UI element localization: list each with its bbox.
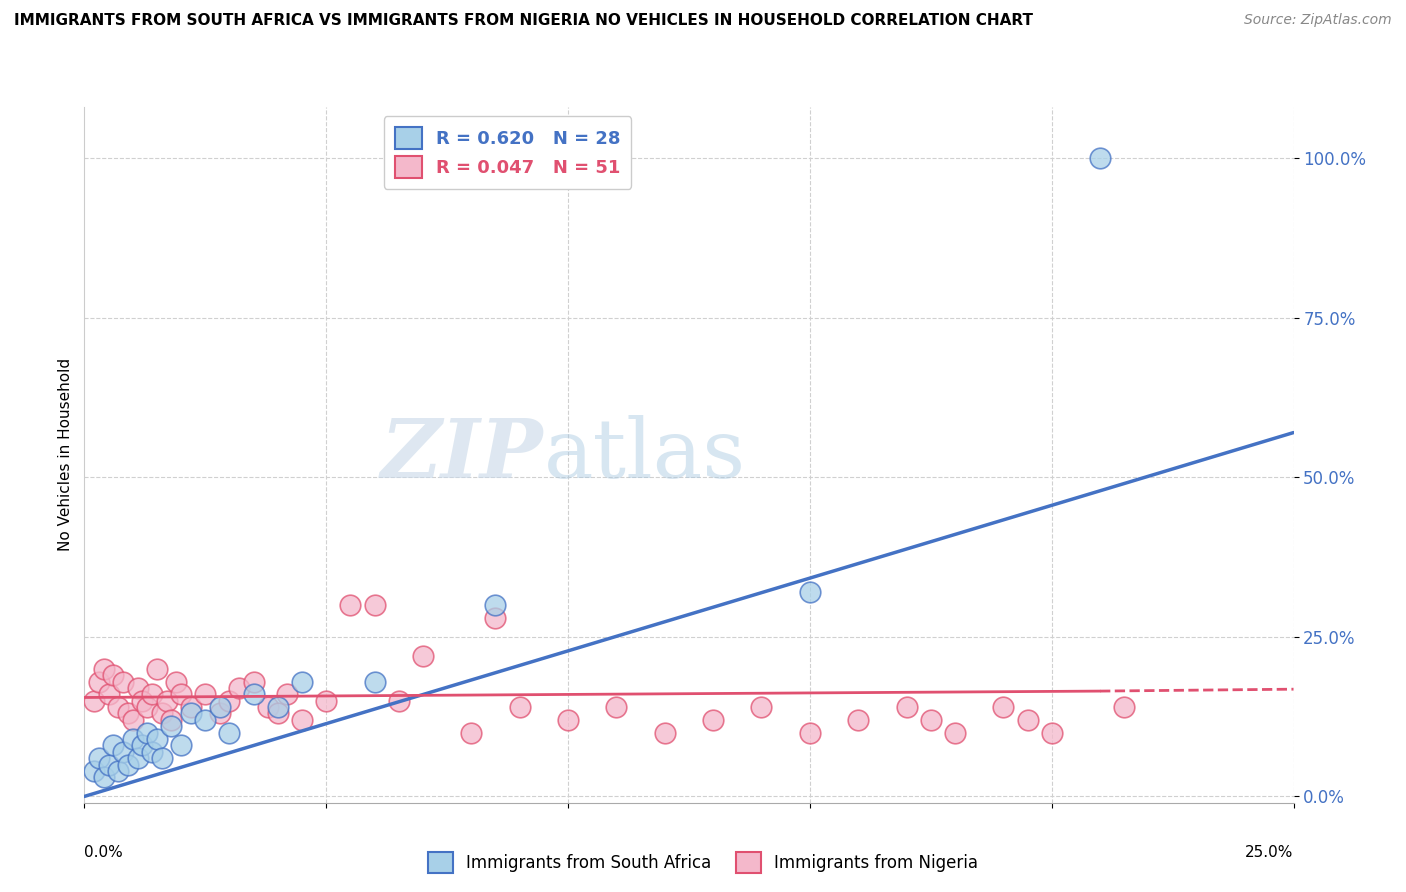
Point [160, 719, 183, 733]
Legend: R = 0.620   N = 28, R = 0.047   N = 51: R = 0.620 N = 28, R = 0.047 N = 51 [384, 116, 631, 189]
Point [228, 681, 250, 695]
Point [107, 700, 129, 714]
Point [993, 700, 1015, 714]
Point [131, 694, 153, 708]
Point [557, 713, 579, 727]
Point [93, 662, 115, 676]
Point [87, 751, 110, 765]
Point [155, 694, 177, 708]
Point [121, 731, 143, 746]
Point [315, 694, 337, 708]
Point [363, 674, 385, 689]
Point [165, 674, 187, 689]
Point [257, 700, 280, 714]
Point [180, 700, 202, 714]
Point [412, 648, 434, 663]
Point [112, 674, 135, 689]
Point [117, 706, 139, 721]
Point [484, 598, 506, 612]
Point [920, 713, 942, 727]
Point [388, 694, 411, 708]
Point [291, 713, 314, 727]
Point [150, 751, 173, 765]
Point [127, 681, 149, 695]
Y-axis label: No Vehicles in Household: No Vehicles in Household [58, 359, 73, 551]
Point [141, 687, 163, 701]
Point [605, 700, 627, 714]
Point [799, 725, 821, 739]
Text: 25.0%: 25.0% [1246, 845, 1294, 860]
Point [83, 694, 105, 708]
Point [141, 745, 163, 759]
Text: ZIP: ZIP [381, 415, 544, 495]
Point [339, 598, 361, 612]
Point [127, 751, 149, 765]
Point [799, 585, 821, 599]
Point [242, 674, 264, 689]
Point [460, 725, 482, 739]
Point [136, 725, 159, 739]
Point [112, 745, 135, 759]
Point [180, 706, 202, 721]
Point [943, 725, 966, 739]
Point [194, 687, 217, 701]
Point [87, 674, 110, 689]
Point [846, 713, 869, 727]
Point [97, 687, 120, 701]
Point [170, 739, 193, 753]
Point [170, 687, 193, 701]
Point [242, 687, 264, 701]
Point [150, 706, 173, 721]
Point [1040, 725, 1063, 739]
Point [103, 739, 125, 753]
Text: atlas: atlas [544, 415, 747, 495]
Point [291, 674, 314, 689]
Point [93, 770, 115, 784]
Point [103, 668, 125, 682]
Point [509, 700, 531, 714]
Point [117, 757, 139, 772]
Point [702, 713, 724, 727]
Point [484, 610, 506, 624]
Point [136, 700, 159, 714]
Point [208, 700, 231, 714]
Point [146, 731, 169, 746]
Point [146, 662, 169, 676]
Point [267, 706, 290, 721]
Point [194, 713, 217, 727]
Point [208, 706, 231, 721]
Point [896, 700, 918, 714]
Point [131, 739, 153, 753]
Point [751, 700, 773, 714]
Point [83, 764, 105, 778]
Text: Source: ZipAtlas.com: Source: ZipAtlas.com [1244, 13, 1392, 28]
Point [654, 725, 676, 739]
Point [121, 713, 143, 727]
Point [276, 687, 298, 701]
Point [1017, 713, 1039, 727]
Point [218, 725, 240, 739]
Point [1114, 700, 1136, 714]
Text: 0.0%: 0.0% [84, 845, 124, 860]
Point [363, 598, 385, 612]
Point [107, 764, 129, 778]
Text: IMMIGRANTS FROM SOUTH AFRICA VS IMMIGRANTS FROM NIGERIA NO VEHICLES IN HOUSEHOLD: IMMIGRANTS FROM SOUTH AFRICA VS IMMIGRAN… [14, 13, 1033, 29]
Point [160, 713, 183, 727]
Point [267, 700, 290, 714]
Point [97, 757, 120, 772]
Point [1088, 151, 1111, 165]
Point [218, 694, 240, 708]
Legend: Immigrants from South Africa, Immigrants from Nigeria: Immigrants from South Africa, Immigrants… [420, 846, 986, 880]
